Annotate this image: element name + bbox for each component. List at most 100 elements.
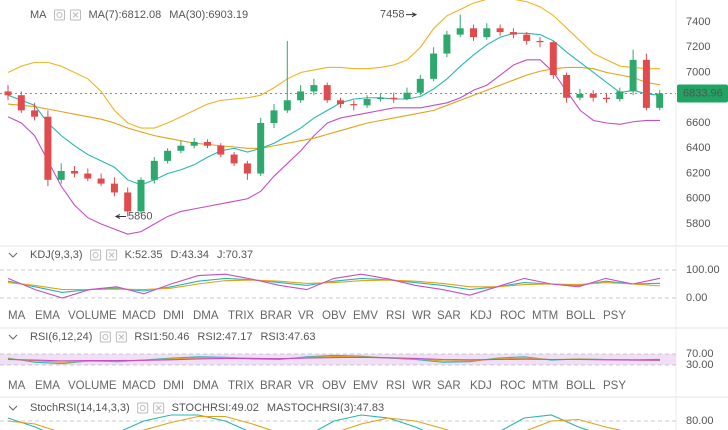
- indicator-value: STOCHRSI:49.02: [172, 402, 259, 414]
- candle-body: [390, 97, 398, 100]
- indicator-tab[interactable]: VOLUME: [68, 380, 117, 392]
- collapse-chevron[interactable]: [8, 334, 18, 340]
- indicator-tab[interactable]: KDJ: [470, 310, 492, 322]
- indicator-label: MA: [30, 9, 47, 21]
- indicator-line: [7, 415, 622, 430]
- indicator-tab[interactable]: SAR: [437, 310, 461, 322]
- last-price-label: 6833.96: [683, 87, 723, 99]
- indicator-value: K:52.35: [125, 249, 163, 261]
- indicator-tab[interactable]: ROC: [500, 310, 526, 322]
- candle-body: [337, 100, 344, 105]
- y-tick-label: 6400: [686, 142, 710, 154]
- close-icon[interactable]: [106, 249, 118, 261]
- y-tick-label: 30.00: [686, 359, 714, 371]
- indicator-value: MASTOCHRSI(3):47.83: [267, 402, 384, 414]
- indicator-tab[interactable]: DMI: [163, 310, 184, 322]
- settings-icon[interactable]: [90, 249, 102, 261]
- candle-body: [470, 28, 477, 38]
- candle-body: [17, 95, 25, 111]
- indicator-value: RSI1:50.46: [134, 331, 189, 343]
- high-arrow: [406, 12, 418, 18]
- indicator-tab[interactable]: TRIX: [228, 310, 255, 322]
- close-icon[interactable]: [115, 331, 127, 343]
- candle-body: [270, 110, 278, 124]
- indicator-tab[interactable]: ROC: [500, 380, 526, 392]
- candle-body: [443, 34, 451, 54]
- settings-icon-dot: [56, 12, 63, 18]
- y-tick-label: 100.00: [686, 264, 720, 276]
- indicator-tab[interactable]: BRAR: [260, 380, 292, 392]
- candle-body: [137, 179, 145, 212]
- close-icon-x: [155, 405, 162, 411]
- candle-body: [456, 28, 464, 35]
- indicator-tab[interactable]: BRAR: [260, 310, 292, 322]
- indicator-tab[interactable]: OBV: [322, 310, 347, 322]
- indicator-tab[interactable]: EMA: [35, 310, 60, 322]
- indicator-value: MA(7):6812.08: [89, 9, 162, 21]
- settings-icon[interactable]: [99, 331, 111, 343]
- collapse-chevron[interactable]: [8, 252, 18, 258]
- indicator-line: [7, 414, 660, 430]
- indicator-tab[interactable]: RSI: [386, 310, 405, 322]
- indicator-tab[interactable]: PSY: [603, 380, 626, 392]
- indicator-tab[interactable]: MTM: [532, 310, 558, 322]
- overlay: 5800600062006400660068007000720074006833…: [8, 9, 728, 427]
- candle-body: [642, 59, 650, 108]
- indicator-tab[interactable]: DMA: [193, 310, 219, 322]
- indicator-tab[interactable]: MA: [8, 380, 26, 392]
- collapse-chevron[interactable]: [8, 405, 18, 411]
- indicator-tab[interactable]: TRIX: [228, 380, 255, 392]
- indicator-tab[interactable]: PSY: [603, 310, 626, 322]
- indicator-tab[interactable]: MACD: [122, 380, 156, 392]
- indicator-tab[interactable]: WR: [412, 380, 431, 392]
- indicator-tab[interactable]: OBV: [322, 380, 347, 392]
- candle-body: [350, 104, 358, 106]
- indicator-line: [7, 0, 660, 129]
- candle-body: [230, 154, 238, 164]
- y-tick-label: 6200: [686, 167, 710, 179]
- rsi-band: [0, 354, 676, 365]
- y-tick-label: 0.00: [686, 292, 707, 304]
- candle-body: [549, 42, 557, 76]
- indicator-tab[interactable]: VR: [298, 380, 314, 392]
- close-icon[interactable]: [153, 402, 165, 414]
- indicator-tab[interactable]: MACD: [122, 310, 156, 322]
- candle-body: [283, 100, 291, 111]
- candle-body: [84, 173, 92, 179]
- indicator-tab[interactable]: MA: [8, 310, 26, 322]
- candle-body: [31, 110, 39, 117]
- close-icon[interactable]: [70, 9, 81, 21]
- candle-body: [629, 59, 637, 92]
- indicator-tab[interactable]: VOLUME: [68, 310, 117, 322]
- indicator-plot: [0, 414, 676, 430]
- indicator-tab[interactable]: EMV: [353, 310, 378, 322]
- close-icon-x: [72, 12, 79, 18]
- indicator-line: [7, 32, 661, 186]
- indicator-tab[interactable]: DMI: [163, 380, 184, 392]
- indicator-tab[interactable]: DMA: [193, 380, 219, 392]
- indicator-tab[interactable]: SAR: [437, 380, 461, 392]
- candle-body: [576, 93, 584, 98]
- indicator-tab[interactable]: BOLL: [566, 310, 596, 322]
- indicator-plot: [0, 353, 676, 366]
- candle-body: [363, 99, 371, 106]
- indicator-label: KDJ(9,3,3): [30, 249, 83, 261]
- settings-icon[interactable]: [137, 402, 149, 414]
- indicator-tab[interactable]: VR: [298, 310, 314, 322]
- indicator-tab[interactable]: EMV: [353, 380, 378, 392]
- settings-icon[interactable]: [54, 9, 65, 21]
- indicator-label: StochRSI(14,14,3,3): [30, 402, 130, 414]
- indicator-tab[interactable]: BOLL: [566, 380, 596, 392]
- indicator-tab[interactable]: MTM: [532, 380, 558, 392]
- indicator-tab[interactable]: KDJ: [470, 380, 492, 392]
- low-annotation: 5860: [128, 210, 152, 222]
- indicator-tab[interactable]: EMA: [35, 380, 60, 392]
- indicator-tab[interactable]: RSI: [386, 380, 405, 392]
- indicator-tab[interactable]: WR: [412, 310, 431, 322]
- indicator-line: [7, 273, 661, 299]
- close-icon-x: [118, 334, 125, 340]
- indicator-value: RSI2:47.17: [197, 331, 252, 343]
- indicator-line: [7, 356, 661, 362]
